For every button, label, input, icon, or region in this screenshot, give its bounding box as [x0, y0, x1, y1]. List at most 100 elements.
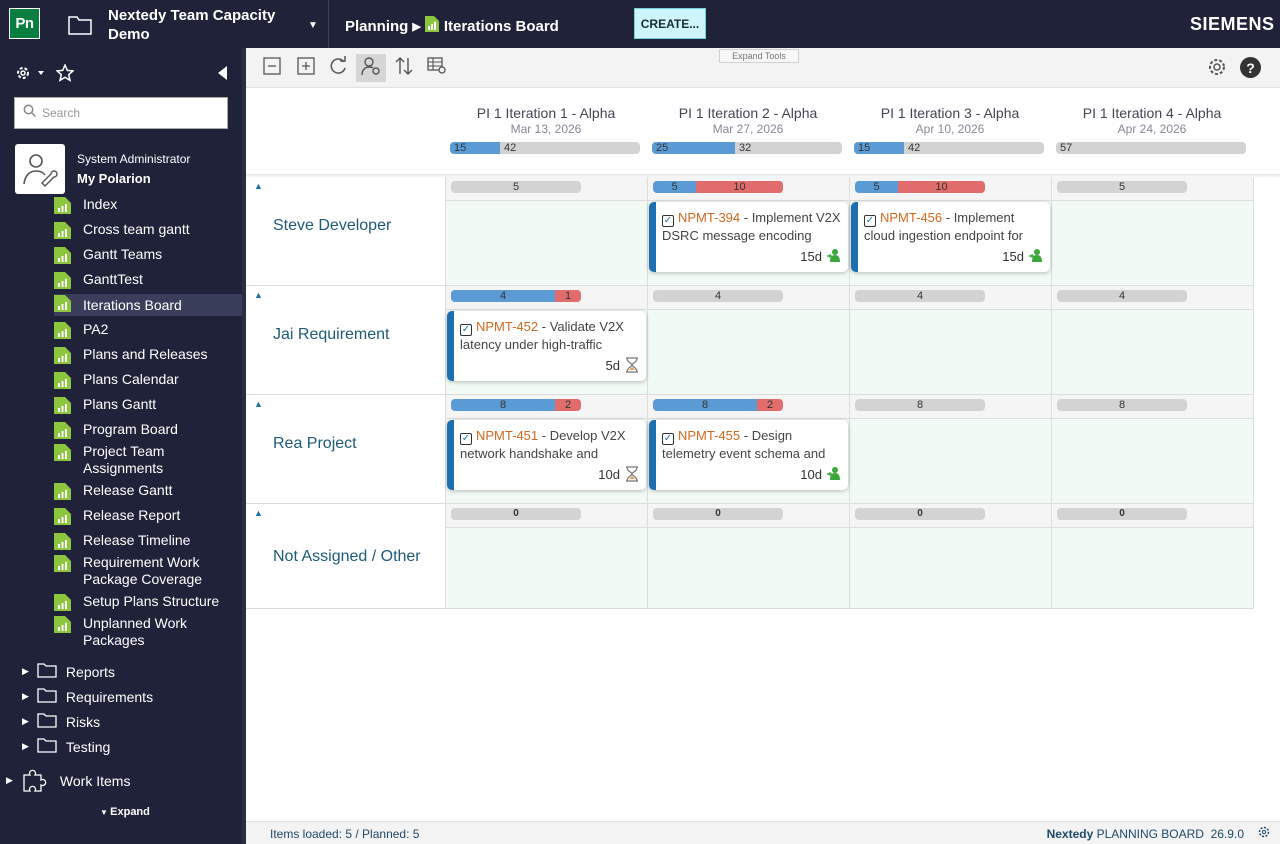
board-cell[interactable] [849, 528, 1051, 608]
breadcrumb-planning[interactable]: Planning [345, 17, 409, 35]
sidebar-item[interactable]: Plans Calendar [54, 371, 242, 393]
iteration-header[interactable]: PI 1 Iteration 4 - Alpha Apr 24, 2026 57 [1051, 88, 1253, 176]
collapse-sidebar-icon[interactable] [218, 66, 228, 85]
cell-capacity-label: 4 [714, 290, 722, 302]
expand-arrow-icon[interactable]: ▶ [22, 691, 29, 701]
expand-arrow-icon[interactable]: ▶ [22, 741, 29, 751]
polarion-logo[interactable]: Pn [9, 8, 40, 39]
board-cell[interactable] [647, 528, 849, 608]
folder-icon[interactable] [68, 13, 92, 40]
expand-arrow-icon[interactable]: ▶ [22, 666, 29, 676]
sidebar-item[interactable]: Release Report [54, 507, 242, 529]
board-cell[interactable] [1051, 419, 1253, 503]
work-item-id-link[interactable]: NPMT-451 [476, 428, 539, 443]
collapse-lane-icon[interactable]: ▲ [254, 181, 263, 191]
board-cell[interactable] [1051, 528, 1253, 608]
work-item-card[interactable]: ✓ NPMT-394 - Implement V2X DSRC message e… [649, 202, 848, 272]
sidebar-item[interactable]: Release Timeline [54, 532, 242, 554]
collapse-lane-icon[interactable]: ▲ [254, 399, 263, 409]
sidebar-folder[interactable]: ▶ Reports [22, 662, 115, 681]
sidebar-folder[interactable]: ▶ Risks [22, 712, 100, 731]
resource-view-button[interactable] [356, 54, 386, 82]
sidebar-folder[interactable]: ▶ Testing [22, 737, 110, 756]
sidebar-item[interactable]: Project Team Assignments [54, 443, 242, 477]
sidebar-item[interactable]: GanttTest [54, 271, 242, 293]
cell-capacity-bar: 5 [451, 181, 581, 193]
create-button[interactable]: CREATE... [634, 8, 706, 39]
sidebar-work-items[interactable]: ▶ Work Items [6, 766, 130, 795]
sidebar-item[interactable]: Requirement Work Package Coverage [54, 554, 242, 588]
work-item-title: - Develop V2X network handshake and [460, 428, 626, 461]
expand-tools-button[interactable]: Expand Tools [719, 49, 799, 63]
star-icon[interactable] [55, 63, 75, 87]
sidebar-resize-handle[interactable] [242, 48, 246, 844]
iteration-header[interactable]: PI 1 Iteration 3 - Alpha Apr 10, 2026 15 42 [849, 88, 1051, 176]
expand-arrow-icon[interactable]: ▶ [6, 775, 13, 785]
work-item-id-link[interactable]: NPMT-394 [678, 210, 741, 225]
swimlane-name[interactable]: Jai Requirement [273, 326, 390, 343]
sidebar-item-label: PA2 [83, 321, 109, 337]
board-cell[interactable] [1051, 201, 1253, 285]
work-item-card[interactable]: ✓ NPMT-455 - Design telemetry event schem… [649, 420, 848, 490]
sidebar-item[interactable]: Setup Plans Structure [54, 593, 242, 615]
swimlane-name[interactable]: Rea Project [273, 435, 357, 452]
sidebar-item[interactable]: Plans Gantt [54, 396, 242, 418]
work-item-id-link[interactable]: NPMT-456 [880, 210, 943, 225]
report-page-icon [54, 222, 71, 243]
help-button[interactable]: ? [1240, 57, 1261, 78]
work-item-id-link[interactable]: NPMT-455 [678, 428, 741, 443]
report-page-icon [54, 422, 71, 443]
board-cell[interactable] [849, 419, 1051, 503]
board-cell[interactable] [647, 310, 849, 394]
sidebar-item[interactable]: Gantt Teams [54, 246, 242, 268]
swimlane-name[interactable]: Not Assigned / Other [273, 548, 421, 565]
gear-icon[interactable] [14, 64, 44, 87]
sidebar-item[interactable]: Cross team gantt [54, 221, 242, 243]
sort-button[interactable] [389, 54, 419, 82]
expand-sidebar-button[interactable]: ▼ Expand [100, 806, 150, 818]
caret-down-icon[interactable]: ▼ [308, 20, 318, 31]
work-item-card[interactable]: ✓ NPMT-452 - Validate V2X latency under h… [447, 311, 646, 381]
collapse-all-button[interactable] [257, 54, 287, 82]
iteration-date: Mar 13, 2026 [510, 122, 582, 136]
capacity-planned-segment: 15 [450, 142, 500, 154]
board-cell[interactable] [849, 310, 1051, 394]
report-page-icon [54, 444, 71, 465]
project-name[interactable]: Nextedy Team Capacity Demo [108, 7, 276, 43]
avatar[interactable] [15, 144, 65, 194]
sidebar-item[interactable]: Program Board [54, 421, 242, 443]
board-cell[interactable] [445, 528, 647, 608]
swimlane-name[interactable]: Steve Developer [273, 217, 392, 234]
expand-arrow-icon[interactable]: ▶ [22, 716, 29, 726]
work-item-id-link[interactable]: NPMT-452 [476, 319, 539, 334]
search-icon [23, 104, 37, 122]
work-item-card[interactable]: ✓ NPMT-456 - Implement cloud ingestion en… [851, 202, 1050, 272]
report-page-icon [54, 397, 71, 418]
breadcrumb-iterations-board[interactable]: Iterations Board [443, 17, 559, 35]
report-page-icon [54, 555, 71, 576]
sidebar-item[interactable]: Plans and Releases [54, 346, 242, 368]
table-settings-button[interactable] [422, 54, 452, 82]
board-cell[interactable] [445, 201, 647, 285]
refresh-button[interactable] [323, 54, 353, 82]
sidebar-item[interactable]: Release Gantt [54, 482, 242, 504]
sidebar-item[interactable]: PA2 [54, 321, 242, 343]
report-page-icon [54, 372, 71, 393]
collapse-lane-icon[interactable]: ▲ [254, 508, 263, 518]
expand-all-button[interactable] [291, 54, 321, 82]
my-polarion-link[interactable]: My Polarion [77, 171, 151, 186]
collapse-lane-icon[interactable]: ▲ [254, 290, 263, 300]
board-cell[interactable] [1051, 310, 1253, 394]
sidebar-item[interactable]: Index [54, 196, 242, 218]
iteration-header[interactable]: PI 1 Iteration 2 - Alpha Mar 27, 2026 25 32 [647, 88, 849, 176]
settings-gear-icon[interactable] [1207, 57, 1227, 82]
iteration-header[interactable]: PI 1 Iteration 1 - Alpha Mar 13, 2026 15 42 [445, 88, 647, 176]
status-gear-icon[interactable] [1258, 826, 1270, 841]
sidebar-item-label: Plans Gantt [83, 396, 157, 412]
search-input[interactable] [42, 106, 222, 120]
sidebar-item[interactable]: Unplanned Work Packages [54, 615, 242, 649]
sidebar-item[interactable]: Iterations Board [54, 294, 242, 316]
work-item-card[interactable]: ✓ NPMT-451 - Develop V2X network handshak… [447, 420, 646, 490]
sidebar-folder[interactable]: ▶ Requirements [22, 687, 153, 706]
